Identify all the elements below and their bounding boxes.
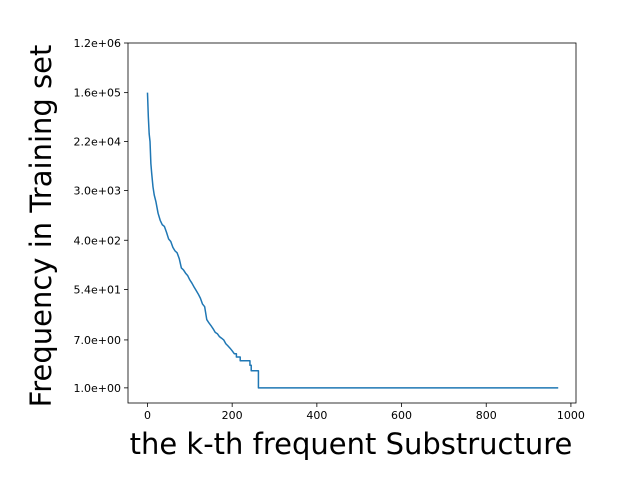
y-tick-label: 7.0e+00 <box>74 334 121 347</box>
x-tick-label: 800 <box>476 409 497 422</box>
x-tick-label: 600 <box>391 409 412 422</box>
y-axis-title: Frequency in Training set <box>24 45 58 408</box>
x-tick-label: 0 <box>144 409 151 422</box>
x-tick-label: 1000 <box>557 409 585 422</box>
series-line <box>146 92 559 389</box>
y-tick-label: 1.2e+06 <box>74 37 121 50</box>
y-tick-label: 1.0e+00 <box>74 382 121 395</box>
y-tick-label: 2.2e+04 <box>74 136 121 149</box>
y-tick-label: 3.0e+03 <box>74 185 121 198</box>
y-tick-label: 4.0e+02 <box>74 234 121 247</box>
y-tick-label: 1.6e+05 <box>74 87 121 100</box>
plot-layer <box>146 92 559 389</box>
tick-layer: 0 200 400 600 800 1000 1.2e+06 1.6e+05 2.2e+04 3.… <box>74 37 585 422</box>
y-tick-label: 5.4e+01 <box>74 284 121 297</box>
x-tick-label: 200 <box>222 409 243 422</box>
x-tick-label: 400 <box>306 409 327 422</box>
x-axis-title: the k-th frequent Substructure <box>130 427 573 461</box>
axes-frame <box>127 42 577 404</box>
